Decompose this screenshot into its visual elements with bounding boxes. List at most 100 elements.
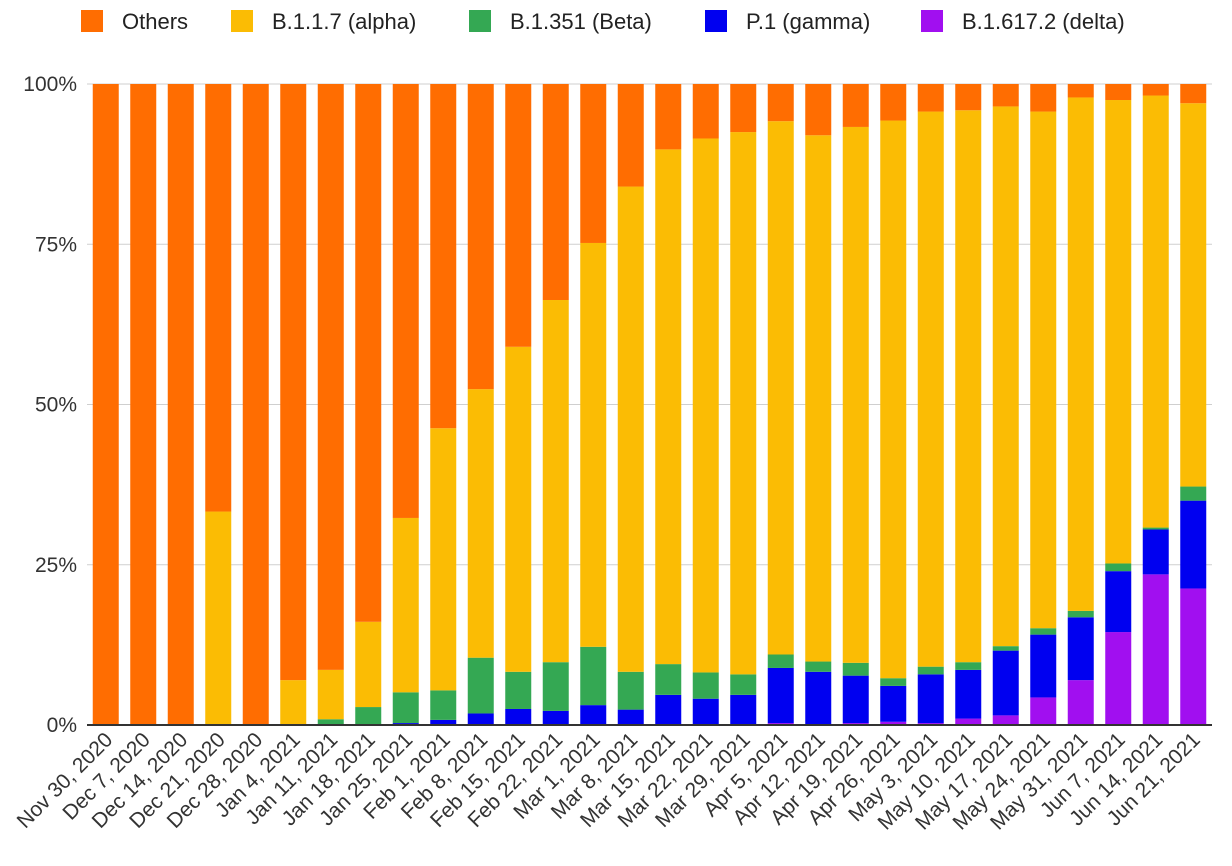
bar-stack-jun-7-2021 [1105, 84, 1132, 725]
bar-segment-others [317, 84, 344, 670]
bar-segment-b-1-351-beta [917, 666, 944, 675]
bar-segment-b-1-351-beta [805, 661, 832, 672]
bar-segment-b-1-1-7-alpha [1030, 111, 1057, 629]
bar-segment-others [842, 84, 869, 127]
bar-stack-apr-19-2021 [842, 84, 869, 725]
bar-segment-b-1-351-beta [317, 719, 344, 725]
legend-label: P.1 (gamma) [746, 9, 870, 34]
bar-segment-b-1-351-beta [392, 692, 419, 724]
bar-segment-others [467, 84, 494, 390]
bar-segment-b-1-351-beta [692, 672, 719, 699]
bar-stack-may-17-2021 [992, 84, 1019, 725]
legend-label: B.1.1.7 (alpha) [272, 9, 416, 34]
legend-item-b-1-617-2-delta: B.1.617.2 (delta) [921, 9, 1125, 34]
bar-segment-b-1-351-beta [955, 662, 982, 670]
bar-segment-b-1-1-7-alpha [692, 138, 719, 673]
bar-stack-feb-8-2021 [467, 84, 494, 725]
bar-stack-jun-21-2021 [1180, 84, 1207, 725]
bar-segment-b-1-1-7-alpha [805, 135, 832, 662]
bar-segment-p-1-gamma [1030, 634, 1057, 698]
bar-segment-b-1-351-beta [842, 662, 869, 676]
bar-segment-b-1-1-7-alpha [430, 428, 457, 691]
bar-segment-others [655, 84, 682, 150]
legend: Others B.1.1.7 (alpha) B.1.351 (Beta) P.1 (… [81, 9, 1125, 34]
y-tick-label: 25% [35, 554, 77, 577]
bar-segment-b-1-351-beta [655, 664, 682, 695]
bar-segment-b-1-351-beta [1067, 610, 1094, 618]
bar-segment-others [1180, 84, 1207, 104]
legend-swatch [705, 10, 727, 32]
y-tick-label: 75% [35, 233, 77, 256]
bar-segment-b-1-1-7-alpha [355, 621, 382, 708]
bar-segment-others [580, 84, 607, 243]
bar-stack-feb-22-2021 [542, 84, 569, 725]
bar-segment-others [242, 84, 269, 725]
bar-stack-jan-18-2021 [355, 84, 382, 725]
bar-stack-may-10-2021 [955, 84, 982, 725]
bar-stack-feb-1-2021 [430, 84, 457, 725]
bar-stack-mar-22-2021 [692, 84, 719, 725]
bar-segment-b-1-351-beta [1030, 628, 1057, 635]
bar-stack-apr-12-2021 [805, 84, 832, 725]
bar-stack-may-3-2021 [917, 84, 944, 725]
legend-item-b-1-1-7-alpha: B.1.1.7 (alpha) [231, 9, 416, 34]
bar-segment-b-1-351-beta [467, 657, 494, 714]
bar-segment-p-1-gamma [430, 719, 457, 725]
legend-label: B.1.351 (Beta) [510, 9, 652, 34]
bar-segment-b-1-351-beta [580, 646, 607, 706]
bar-segment-b-1-351-beta [992, 646, 1019, 651]
bar-segment-b-1-1-7-alpha [655, 149, 682, 665]
bar-segment-b-1-1-7-alpha [880, 120, 907, 679]
bar-stack-dec-7-2020 [130, 84, 157, 725]
bar-segment-p-1-gamma [1067, 617, 1094, 681]
gridlines [87, 83, 1212, 566]
bar-segment-others [92, 84, 119, 725]
bar-segment-b-1-1-7-alpha [955, 110, 982, 663]
bar-stack-jan-11-2021 [317, 84, 344, 725]
bar-segment-b-1-1-7-alpha [467, 389, 494, 658]
bar-stack-may-24-2021 [1030, 84, 1057, 725]
bar-segment-b-1-351-beta [355, 707, 382, 725]
bar-segment-p-1-gamma [805, 671, 832, 725]
bar-stack-apr-26-2021 [880, 84, 907, 725]
bar-segment-p-1-gamma [730, 694, 757, 725]
bar-segment-b-1-617-2-delta [1142, 574, 1169, 725]
bar-segment-b-1-617-2-delta [955, 718, 982, 725]
legend-swatch [231, 10, 253, 32]
bar-stack-nov-30-2020 [92, 84, 119, 725]
bar-segment-b-1-351-beta [730, 674, 757, 695]
legend-swatch [921, 10, 943, 32]
bar-segment-p-1-gamma [1105, 571, 1132, 633]
legend-item-others: Others [81, 9, 188, 34]
bar-segment-p-1-gamma [655, 694, 682, 725]
bar-segment-others [767, 84, 794, 122]
bar-segment-others [880, 84, 907, 121]
legend-swatch [81, 10, 103, 32]
y-tick-label: 0% [47, 714, 77, 737]
bar-segment-b-1-1-7-alpha [542, 300, 569, 663]
legend-item-p-1-gamma: P.1 (gamma) [705, 9, 870, 34]
bar-stack-dec-14-2020 [167, 84, 194, 725]
bar-segment-p-1-gamma [880, 685, 907, 722]
bar-segment-others [917, 84, 944, 112]
bar-segment-others [430, 84, 457, 429]
bar-segment-b-1-1-7-alpha [317, 669, 344, 720]
bar-segment-others [355, 84, 382, 622]
bar-segment-p-1-gamma [692, 698, 719, 725]
bar-segment-p-1-gamma [955, 669, 982, 719]
bar-segment-others [280, 84, 307, 681]
bar-stack-mar-29-2021 [730, 84, 757, 725]
bar-segment-p-1-gamma [767, 667, 794, 724]
bar-stack-mar-15-2021 [655, 84, 682, 725]
bar-segment-others [167, 84, 194, 725]
bar-segment-b-1-351-beta [1180, 486, 1207, 501]
bar-segment-others [805, 84, 832, 136]
bar-segment-b-1-617-2-delta [1105, 632, 1132, 725]
bar-stack-dec-21-2020 [205, 84, 232, 725]
bar-segment-p-1-gamma [992, 650, 1019, 716]
bar-segment-others [205, 84, 232, 512]
bar-segment-others [617, 84, 644, 187]
bar-stack-mar-8-2021 [617, 84, 644, 725]
bar-segment-b-1-351-beta [542, 662, 569, 711]
